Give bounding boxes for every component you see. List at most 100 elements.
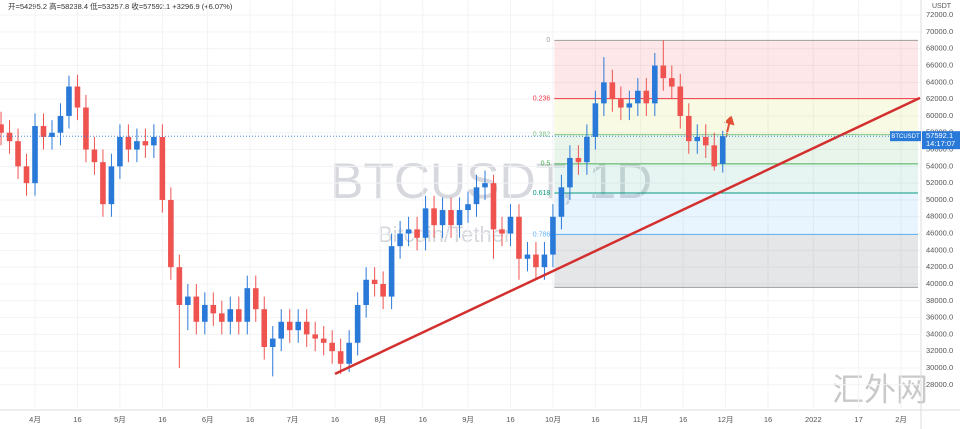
fib-zone bbox=[554, 98, 918, 135]
y-tick-label: 52000.0 bbox=[926, 178, 953, 187]
y-tick-label: 32000.0 bbox=[926, 346, 953, 355]
x-tick-label: 16 bbox=[419, 415, 427, 424]
fib-label: 0.618 bbox=[533, 190, 551, 197]
candle-body bbox=[32, 126, 38, 184]
candle-body bbox=[473, 187, 480, 205]
candle-body bbox=[456, 210, 463, 226]
candle-body bbox=[210, 304, 217, 314]
candle-body bbox=[626, 103, 633, 108]
fib-zone bbox=[554, 234, 918, 288]
y-tick-label: 38000.0 bbox=[926, 296, 953, 305]
candle-body bbox=[66, 86, 72, 116]
x-tick-label: 16 bbox=[158, 415, 166, 424]
candle-body bbox=[100, 162, 106, 205]
candle-body bbox=[719, 136, 726, 164]
candle-body bbox=[550, 216, 556, 255]
x-tick-label: 16 bbox=[73, 415, 81, 424]
x-tick-label: 7月 bbox=[287, 415, 299, 424]
candle-body bbox=[711, 145, 718, 167]
candle-body bbox=[533, 254, 539, 268]
candle-body bbox=[134, 141, 140, 150]
y-tick-label: 66000.0 bbox=[926, 61, 953, 70]
fib-label: 0 bbox=[546, 37, 550, 44]
fib-label: 0.236 bbox=[533, 95, 551, 102]
candle-body bbox=[677, 86, 684, 116]
candle-body bbox=[592, 103, 599, 137]
y-tick-label: 46000.0 bbox=[926, 229, 953, 238]
candle-body bbox=[685, 115, 692, 142]
x-tick-label: 17 bbox=[854, 415, 862, 424]
fib-zone bbox=[554, 192, 918, 235]
x-tick-label: 10月 bbox=[545, 415, 561, 424]
last-price-label: 57592.1 bbox=[926, 131, 953, 140]
candle-body bbox=[643, 90, 650, 104]
candle-body bbox=[397, 233, 403, 247]
y-tick-label: 36000.0 bbox=[926, 313, 953, 322]
x-tick-label: 2月 bbox=[895, 415, 907, 424]
candle-body bbox=[83, 107, 89, 150]
candle-body bbox=[702, 136, 709, 146]
symbol-label: BTCUSDT bbox=[891, 134, 920, 140]
candle-body bbox=[117, 136, 123, 167]
x-tick-label: 16 bbox=[764, 415, 772, 424]
candle-body bbox=[490, 183, 497, 230]
candle-body bbox=[320, 338, 327, 343]
candle-body bbox=[482, 183, 488, 188]
candle-body bbox=[558, 187, 565, 217]
x-tick-label: 11月 bbox=[633, 415, 648, 424]
candle-body bbox=[142, 141, 149, 146]
y-tick-label: 44000.0 bbox=[926, 245, 953, 254]
x-tick-label: 5月 bbox=[114, 415, 126, 424]
candle-body bbox=[15, 141, 21, 167]
arrow-annotation bbox=[724, 115, 735, 138]
candle-body bbox=[414, 229, 420, 238]
candle-body bbox=[346, 342, 352, 364]
candle-body bbox=[439, 210, 446, 226]
fib-label: 0.382 bbox=[533, 132, 551, 139]
x-tick-label: 16 bbox=[506, 415, 514, 424]
candle-body bbox=[380, 283, 386, 297]
x-tick-label: 2022 bbox=[805, 415, 822, 424]
candle-body bbox=[159, 136, 166, 200]
x-tick-label: 16 bbox=[679, 415, 687, 424]
y-tick-label: 54000.0 bbox=[926, 161, 953, 170]
candle-body bbox=[235, 309, 242, 322]
axis-unit: USDT bbox=[932, 3, 952, 10]
trendline bbox=[334, 96, 921, 376]
price-tag bbox=[922, 131, 960, 150]
x-tick-label: 9月 bbox=[462, 415, 474, 424]
y-tick-label: 60000.0 bbox=[926, 111, 953, 120]
y-tick-label: 62000.0 bbox=[926, 94, 953, 103]
y-tick-label: 48000.0 bbox=[926, 212, 953, 221]
y-tick-label: 28000.0 bbox=[926, 380, 953, 389]
candle-body bbox=[635, 90, 641, 104]
candle-body bbox=[431, 208, 437, 226]
y-tick-label: 40000.0 bbox=[926, 279, 953, 288]
candle-body bbox=[6, 132, 13, 142]
candle-body bbox=[49, 132, 55, 137]
candle-body bbox=[74, 86, 81, 108]
candle-body bbox=[151, 136, 157, 146]
y-tick-label: 42000.0 bbox=[926, 262, 953, 271]
candle-body bbox=[286, 321, 293, 331]
candle-body bbox=[261, 309, 268, 347]
fib-label: 0.5 bbox=[541, 161, 551, 168]
countdown-label: 14:17:07 bbox=[926, 139, 955, 148]
candle-body bbox=[108, 166, 115, 205]
candle-body bbox=[660, 65, 667, 79]
candle-body bbox=[371, 279, 378, 284]
x-tick-label: 12月 bbox=[718, 415, 734, 424]
x-tick-label: 8月 bbox=[374, 415, 386, 424]
y-tick-label: 68000.0 bbox=[926, 44, 953, 53]
candle-body bbox=[601, 82, 607, 104]
y-tick-label: 34000.0 bbox=[926, 329, 953, 338]
candle-body bbox=[252, 288, 259, 310]
candle-body bbox=[312, 334, 318, 339]
candle-body bbox=[694, 136, 701, 142]
x-tick-label: 6月 bbox=[202, 415, 214, 424]
x-tick-label: 16 bbox=[246, 415, 254, 424]
fib-zone bbox=[554, 234, 918, 288]
fib-zone bbox=[554, 134, 918, 164]
candle-body bbox=[278, 321, 285, 339]
